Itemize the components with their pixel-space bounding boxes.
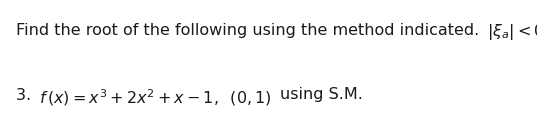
Text: using S.M.: using S.M. [272,88,363,102]
Text: 3.: 3. [16,88,39,102]
Text: Find the root of the following using the method indicated.: Find the root of the following using the… [16,22,488,38]
Text: $|\xi_a| < 0.0001$: $|\xi_a| < 0.0001$ [488,22,537,42]
Text: $f\,(x) = x^3 + 2x^2 + x - 1,\;\;(0,1)$: $f\,(x) = x^3 + 2x^2 + x - 1,\;\;(0,1)$ [39,88,272,108]
